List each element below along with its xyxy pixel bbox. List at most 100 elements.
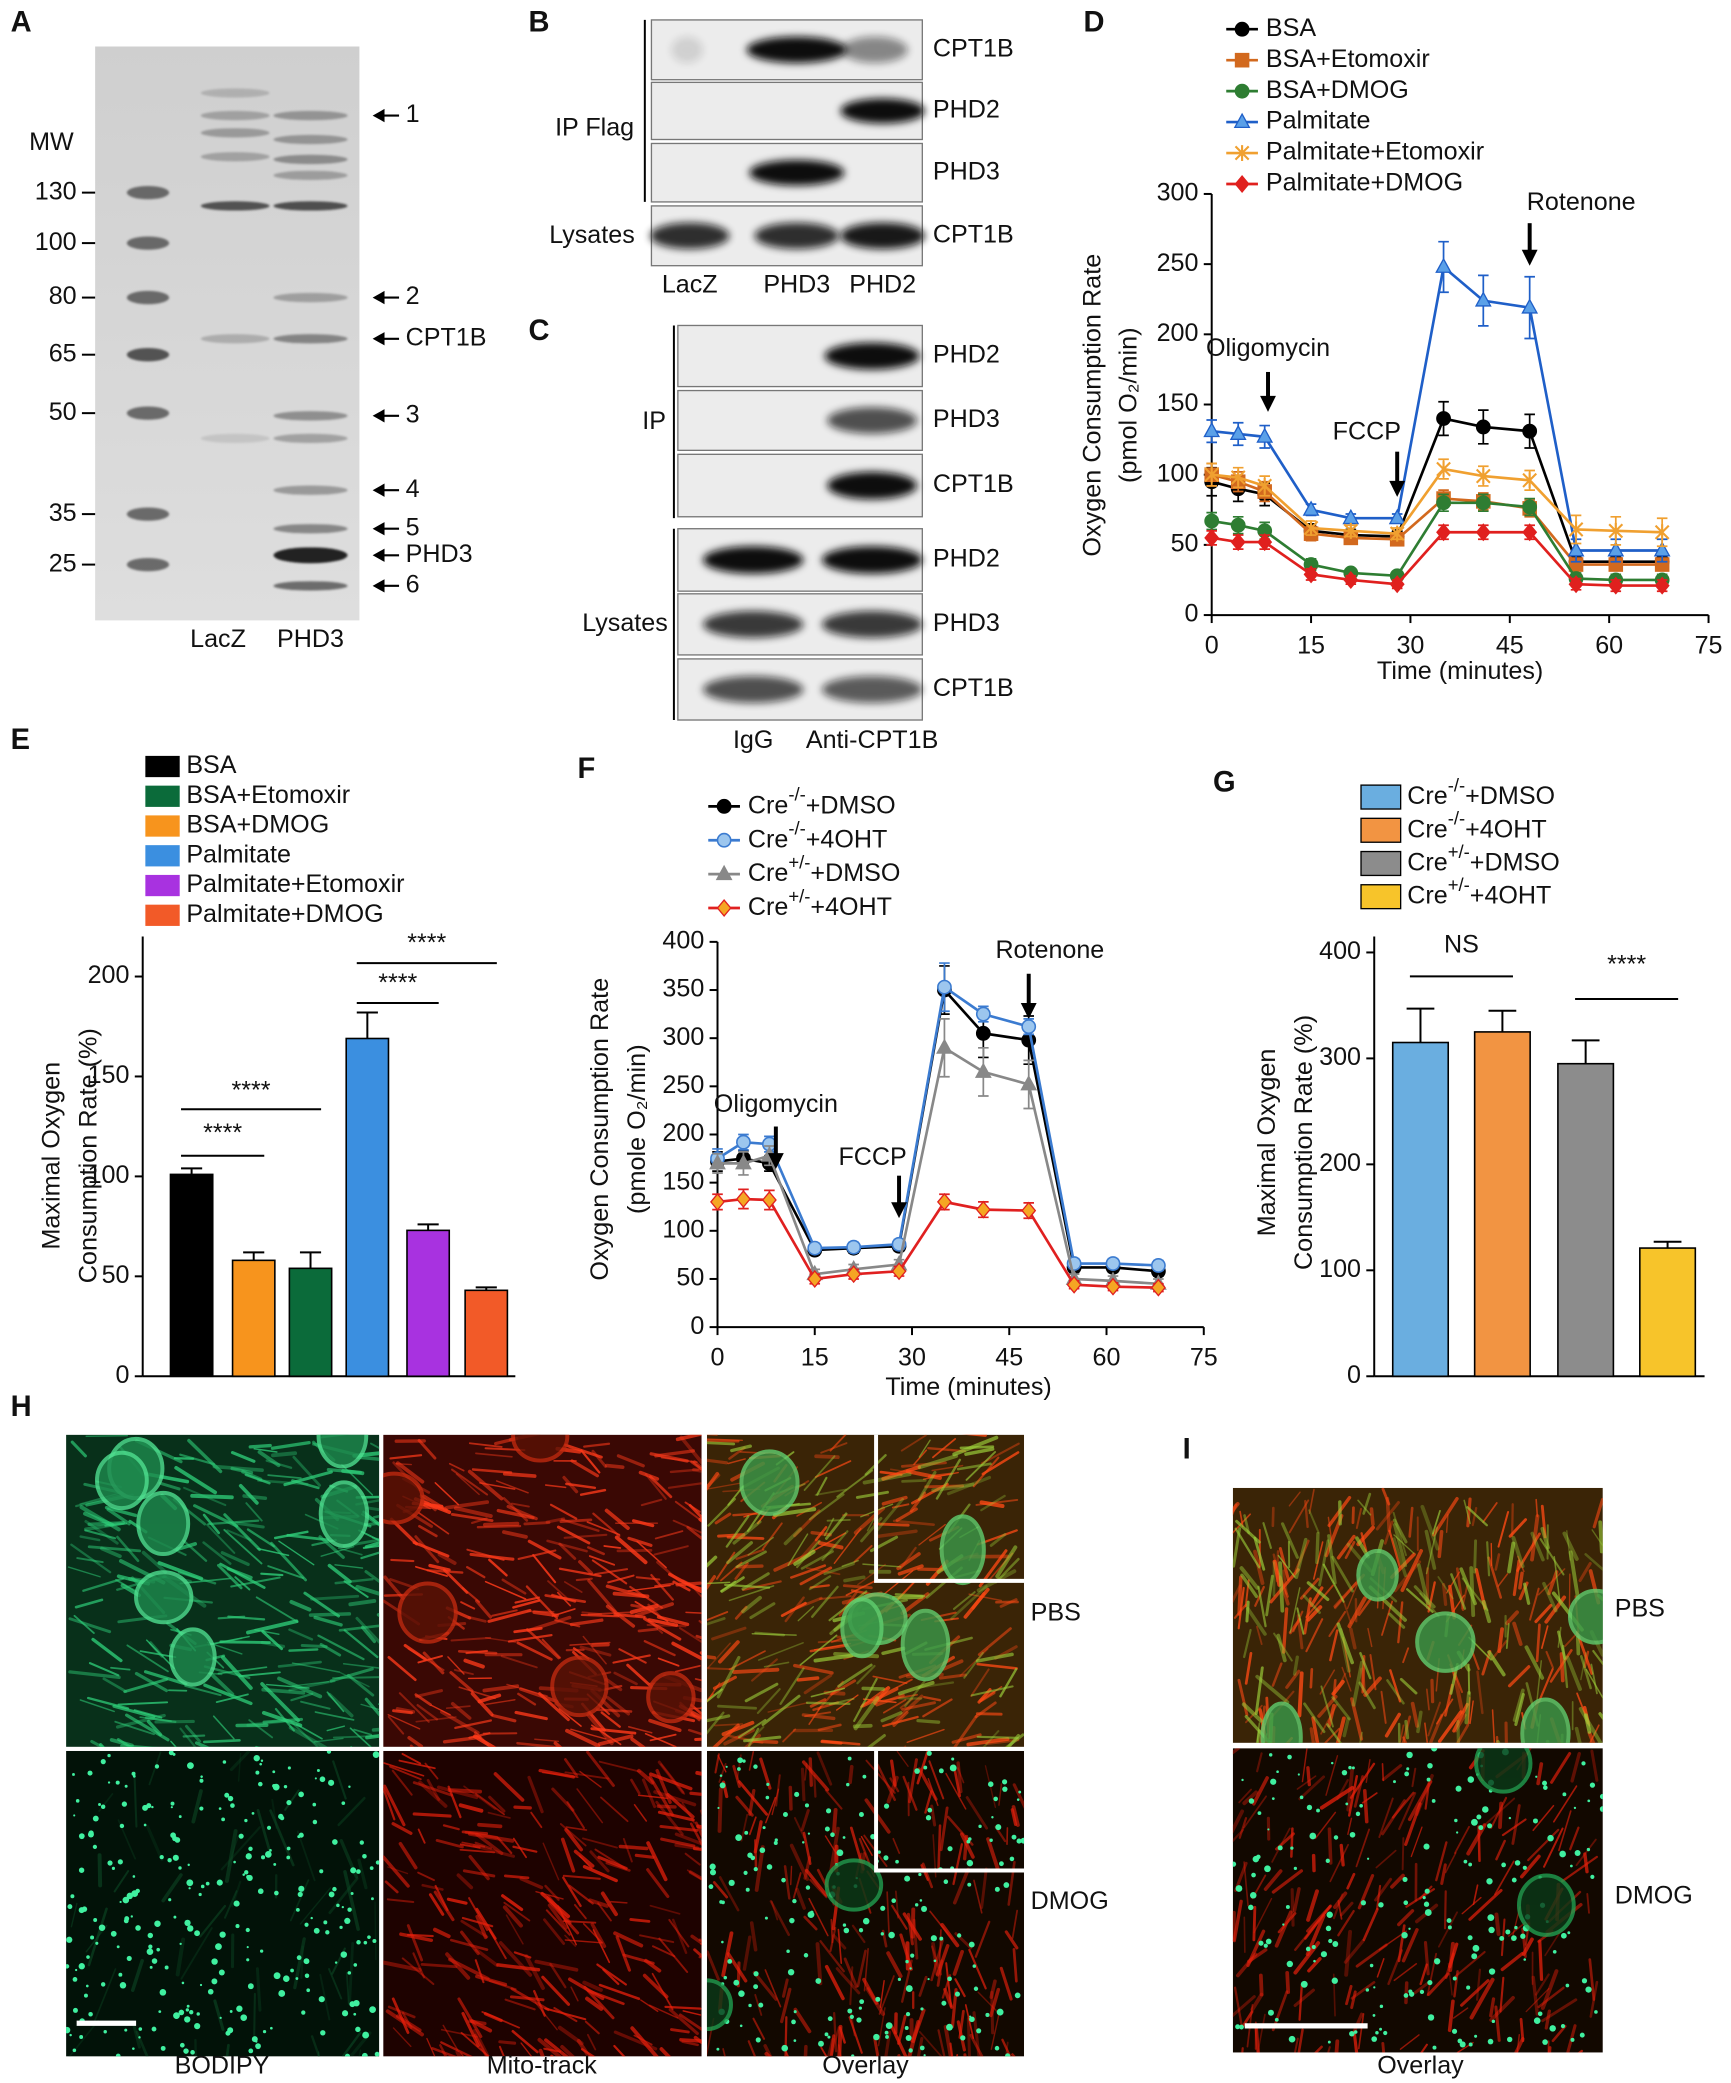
nucleus — [1517, 1873, 1576, 1937]
streak — [801, 1760, 830, 1792]
streak — [145, 1824, 164, 1862]
marker — [1568, 575, 1584, 594]
streak — [1358, 1681, 1376, 1710]
panel-letter: H — [11, 1391, 32, 1423]
droplet — [238, 1833, 244, 1839]
droplet — [219, 1931, 226, 1938]
band-label: CPT1B — [406, 323, 487, 351]
streak — [74, 1598, 104, 1609]
streak — [485, 1699, 516, 1706]
streak — [862, 1977, 879, 2005]
gel-band — [273, 581, 348, 591]
droplet — [1286, 1960, 1294, 1968]
marker — [936, 1192, 952, 1211]
streak — [491, 1609, 518, 1617]
streak — [406, 1924, 424, 1962]
streak — [829, 1434, 847, 1452]
streak — [459, 1848, 496, 1854]
streak — [362, 1521, 380, 1527]
droplet — [1018, 1790, 1022, 1794]
droplet — [167, 1857, 172, 1863]
streak — [271, 1451, 298, 1458]
streak — [946, 1475, 992, 1496]
droplet — [1287, 1754, 1292, 1760]
droplet — [765, 1795, 770, 1800]
gel-band — [273, 134, 348, 145]
streak — [833, 2011, 838, 2053]
streak — [942, 1659, 964, 1671]
streak — [918, 1523, 946, 1546]
streak — [820, 2046, 828, 2057]
droplet — [1549, 2025, 1556, 2032]
droplet — [1573, 1806, 1577, 1810]
streak — [1392, 1511, 1407, 1557]
streak — [1243, 1628, 1252, 1659]
droplet — [849, 2014, 854, 2020]
droplet — [708, 1884, 714, 1890]
streak — [1275, 1550, 1280, 1583]
column-label: BODIPY — [175, 2052, 270, 2080]
droplet — [83, 1993, 88, 1998]
streak — [736, 1564, 764, 1569]
droplet — [1599, 1793, 1603, 1800]
droplet — [1446, 1918, 1452, 1924]
legend-label: Cre+/-+4OHT — [748, 885, 892, 920]
streak — [1598, 1520, 1603, 1554]
streak — [1407, 1780, 1433, 1822]
streak — [1281, 1607, 1289, 1654]
streak — [817, 1723, 842, 1732]
streak — [1265, 1574, 1274, 1617]
significance-label: **** — [232, 1077, 271, 1105]
droplet — [1393, 1780, 1396, 1784]
streak — [1251, 1776, 1269, 1806]
blot-label: PHD2 — [933, 96, 1000, 124]
legend-label: Palmitate+DMOG — [1266, 169, 1463, 197]
droplet — [1552, 1949, 1557, 1954]
streak — [975, 1498, 1019, 1506]
droplet — [255, 2043, 261, 2050]
streak — [952, 1435, 999, 1457]
streak — [79, 1535, 101, 1542]
streak — [781, 1978, 789, 1998]
streak — [889, 1777, 900, 1793]
streak — [1491, 1709, 1496, 1743]
marker — [1568, 521, 1584, 538]
streak — [1459, 1567, 1477, 1606]
streak — [582, 1635, 607, 1665]
blot-band — [840, 222, 925, 249]
droplet — [295, 1977, 299, 1980]
droplet — [735, 1834, 742, 1841]
marker — [1204, 513, 1220, 529]
gel-band — [200, 334, 270, 344]
streak — [990, 2015, 1000, 2050]
streak — [938, 1673, 967, 1680]
droplet — [298, 1791, 304, 1798]
streak — [1575, 1635, 1581, 1656]
streak — [637, 1794, 669, 1800]
streak — [143, 1670, 188, 1686]
marker — [1234, 145, 1250, 162]
streak — [1397, 1601, 1404, 1644]
y-tick-label: 0 — [116, 1361, 130, 1389]
bar — [1473, 1031, 1531, 1378]
streak — [945, 1772, 967, 1810]
streak — [769, 1900, 791, 1937]
streak — [203, 1683, 253, 1706]
streak — [1521, 1937, 1534, 1957]
droplet — [818, 2040, 824, 2047]
marker — [1474, 291, 1492, 307]
streak — [398, 1692, 430, 1723]
streak — [630, 2026, 659, 2057]
marker — [937, 979, 952, 995]
droplet — [138, 2027, 143, 2031]
streak — [339, 1672, 370, 1688]
droplet — [121, 1801, 128, 1807]
droplet — [766, 1782, 770, 1786]
marker — [1150, 1258, 1166, 1273]
gel-band — [273, 547, 348, 564]
column-label: Overlay — [822, 2052, 909, 2080]
streak — [670, 2028, 690, 2034]
bar — [464, 1289, 509, 1378]
streak — [1508, 1518, 1527, 1538]
streak — [1232, 1828, 1244, 1843]
